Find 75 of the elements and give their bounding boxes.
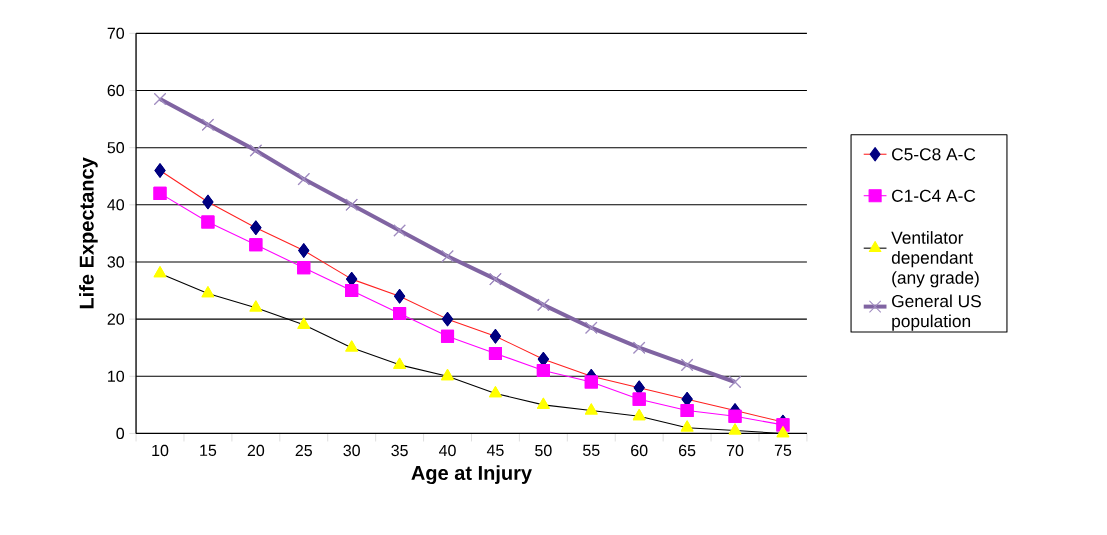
point	[680, 404, 694, 418]
point	[249, 300, 263, 312]
point	[728, 423, 742, 435]
legend-label: Ventilator dependant (any grade)	[891, 231, 979, 288]
x-tick-label: 40	[439, 444, 456, 457]
y-tick-label: 0	[116, 427, 125, 440]
point	[489, 329, 501, 344]
point	[489, 386, 502, 398]
point	[728, 409, 742, 423]
y-tick-label: 50	[107, 142, 125, 154]
x-tick-label: 30	[343, 444, 360, 457]
point	[393, 306, 407, 321]
point	[345, 198, 358, 212]
point	[537, 397, 550, 409]
point	[250, 220, 262, 235]
x-tick-label: 65	[679, 444, 696, 457]
point	[776, 426, 790, 438]
point	[297, 261, 311, 275]
point	[584, 375, 598, 389]
point	[394, 289, 406, 304]
x-tick-label: 15	[200, 444, 217, 457]
point	[249, 144, 263, 157]
x-tick-label: 70	[726, 444, 744, 457]
point	[153, 92, 167, 106]
x-tick-label: 50	[535, 444, 552, 457]
point	[536, 364, 550, 378]
point	[345, 340, 358, 352]
point	[249, 238, 263, 252]
x-tick-label: 55	[583, 444, 600, 457]
point	[201, 215, 215, 229]
point	[680, 420, 694, 432]
point	[728, 375, 742, 389]
y-axis-title: Life Expectancy	[79, 157, 98, 309]
y-tick-label: 30	[107, 256, 125, 268]
point	[201, 118, 215, 132]
x-tick-label: 20	[247, 444, 265, 457]
point	[297, 317, 311, 329]
point	[633, 341, 646, 354]
point	[393, 357, 406, 369]
point	[153, 186, 167, 201]
point	[154, 163, 166, 178]
point	[201, 286, 215, 298]
x-tick-label: 60	[631, 444, 648, 457]
point	[585, 321, 598, 334]
point	[202, 194, 214, 210]
point	[298, 243, 310, 258]
x-tick-label: 35	[391, 444, 408, 457]
point	[488, 346, 502, 361]
x-axis-title: Age at Injury	[411, 465, 532, 485]
x-tick-label: 25	[295, 444, 312, 457]
x-tick-label: 75	[774, 444, 792, 457]
y-tick-label: 10	[108, 370, 125, 383]
point	[441, 312, 454, 327]
x-tick-label: 10	[152, 444, 169, 457]
point	[632, 392, 646, 406]
point	[537, 298, 550, 312]
x-tick-label: 45	[486, 444, 504, 457]
point	[632, 409, 646, 421]
y-tick-label: 40	[107, 199, 125, 211]
point	[440, 329, 455, 343]
legend-label: C5-C8 A-C	[892, 148, 976, 161]
legend-label: C1-C4 A-C	[892, 189, 976, 203]
point	[297, 172, 310, 186]
y-tick-label: 60	[107, 84, 125, 97]
point	[393, 224, 406, 237]
point	[441, 250, 454, 263]
point	[489, 273, 502, 286]
point	[345, 284, 359, 298]
point	[584, 403, 598, 415]
point	[680, 358, 694, 372]
point	[153, 266, 167, 278]
y-tick-label: 70	[107, 27, 125, 40]
point	[441, 369, 454, 381]
y-tick-label: 20	[107, 313, 125, 325]
legend-label: General US population	[892, 294, 981, 331]
